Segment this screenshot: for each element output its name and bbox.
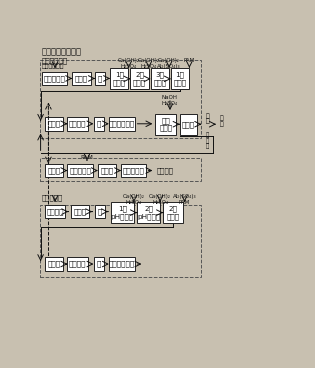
Text: 沉淠池: 沉淠池 [47, 261, 60, 268]
Text: 板框压滤机: 板框压滤机 [123, 167, 144, 174]
Text: 排放槽: 排放槽 [182, 121, 195, 128]
Text: NaOH
H₂SO₄: NaOH H₂SO₄ [162, 95, 178, 106]
Text: 最后
中和槽: 最后 中和槽 [159, 117, 172, 131]
Bar [94, 257, 104, 271]
Text: 2号
pH调节槽: 2号 pH调节槽 [137, 205, 160, 220]
Text: 泵: 泵 [96, 261, 101, 268]
Text: Ca(OH)₂
Al₂(SO₄)₃: Ca(OH)₂ Al₂(SO₄)₃ [157, 59, 181, 69]
Text: Ca(OH)₂
H₂SO₄: Ca(OH)₂ H₂SO₄ [117, 59, 140, 69]
Bar [137, 202, 160, 223]
Text: 纤维球过滤器: 纤维球过滤器 [109, 120, 135, 127]
Text: Al₂(SO₄)₃
PAM: Al₂(SO₄)₃ PAM [173, 194, 196, 205]
Text: Ca(OH)₂
H₂SO₄: Ca(OH)₂ H₂SO₄ [123, 194, 145, 205]
Bar [151, 68, 169, 89]
Text: PAM: PAM [184, 59, 195, 63]
Text: PAM: PAM [81, 155, 94, 160]
Text: 酸碱废水: 酸碱废水 [46, 208, 64, 215]
Text: 1号
pH调节槽: 1号 pH调节槽 [111, 205, 134, 220]
Bar [45, 257, 63, 271]
Bar [40, 205, 201, 277]
Text: 不
合
格: 不 合 格 [205, 132, 209, 149]
Bar [155, 114, 176, 135]
Bar [130, 68, 149, 89]
Text: 工业废水处理技术: 工业废水处理技术 [42, 47, 82, 56]
Text: 合
格: 合 格 [205, 113, 209, 124]
Text: 酸碱排放水: 酸碱排放水 [42, 194, 63, 201]
Bar [40, 60, 201, 138]
Text: 泵: 泵 [98, 75, 102, 82]
Bar [42, 72, 67, 85]
Bar [111, 202, 134, 223]
Bar [95, 205, 105, 219]
Text: 3号
反应槽: 3号 反应槽 [153, 72, 166, 86]
Bar [171, 68, 189, 89]
Text: Ca(OH)₂
H₂SO₄: Ca(OH)₂ H₂SO₄ [149, 194, 171, 205]
Bar [94, 117, 104, 131]
Text: 污泥外运: 污泥外运 [157, 167, 174, 174]
Bar [109, 117, 135, 131]
Bar [67, 257, 88, 271]
Text: 均衡池: 均衡池 [75, 75, 88, 82]
Bar [67, 117, 88, 131]
Text: 2号
反应槽: 2号 反应槽 [133, 72, 146, 86]
Text: 沉淠池: 沉淠池 [47, 120, 60, 127]
Text: 泵: 泵 [98, 208, 102, 215]
Text: 澄清水池: 澄清水池 [69, 261, 87, 268]
Text: 污泥浓缩槽: 污泥浓缩槽 [69, 167, 91, 174]
Bar [45, 164, 63, 177]
Text: 污泥泵: 污泥泵 [47, 167, 60, 174]
Bar [109, 257, 135, 271]
Bar [98, 164, 116, 177]
Bar [110, 68, 129, 89]
Bar [163, 202, 183, 223]
Bar [72, 72, 91, 85]
Text: Ca(OH)₂
H₂SO₄: Ca(OH)₂ H₂SO₄ [138, 59, 160, 69]
Text: 氢氟酸排放水: 氢氟酸排放水 [42, 63, 64, 69]
Bar [180, 114, 197, 135]
Text: 澄清水池: 澄清水池 [69, 120, 87, 127]
Text: 均衡池: 均衡池 [74, 208, 87, 215]
Bar [45, 117, 63, 131]
Bar [121, 164, 146, 177]
Bar [95, 72, 105, 85]
Text: 1号
凝聚槽: 1号 凝聚槽 [174, 72, 187, 86]
Text: 污泥泵: 污泥泵 [100, 167, 114, 174]
Text: 纤维球过滤器: 纤维球过滤器 [109, 261, 135, 268]
Bar [71, 205, 89, 219]
Text: 氢氟酸排放水: 氢氟酸排放水 [42, 57, 68, 64]
Bar [40, 158, 201, 181]
Text: 氢氟酸废水: 氢氟酸废水 [44, 75, 66, 82]
Text: 泵: 泵 [96, 120, 101, 127]
Text: 1号
反应槽: 1号 反应槽 [113, 72, 126, 86]
Bar [45, 205, 66, 219]
Bar [67, 164, 93, 177]
Text: 排
放: 排 放 [220, 116, 224, 127]
Text: 2号
凝聚槽: 2号 凝聚槽 [166, 205, 180, 220]
